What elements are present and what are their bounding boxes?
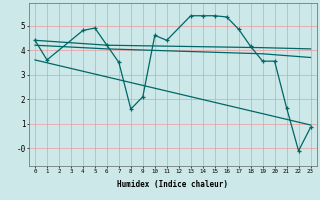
X-axis label: Humidex (Indice chaleur): Humidex (Indice chaleur) xyxy=(117,180,228,189)
